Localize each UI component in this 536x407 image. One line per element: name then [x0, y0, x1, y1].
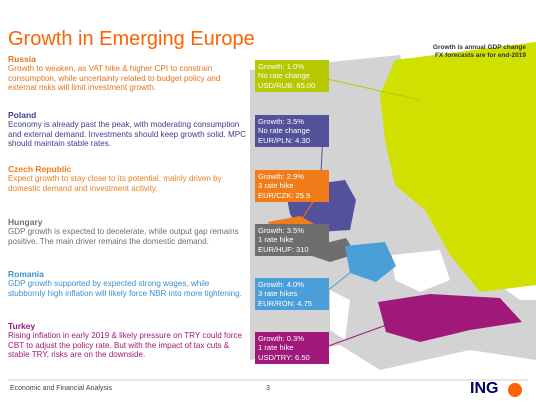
forecast-line: USD/RUB: 65.00: [258, 80, 316, 90]
logo: ING: [470, 380, 499, 397]
forecast-box: Growth: 0.3% 1 rate hike USD/TRY: 6.50: [255, 332, 329, 365]
forecast-line: EUR/PLN: 4.30: [258, 135, 310, 145]
country-text: Expect growth to stay close to its poten…: [8, 174, 222, 193]
forecast-line: EUR/CZK: 25.5: [258, 190, 311, 200]
forecast-line: Growth: 0.3%: [258, 334, 305, 343]
forecast-line: 3 rate hike: [258, 181, 294, 191]
forecast-box: Growth: 3.5% 1 rate hike EUR/HUF: 310: [255, 224, 329, 257]
forecast-line: No rate change: [258, 71, 310, 81]
forecast-line: Growth: 1.0%: [258, 62, 305, 71]
country-heading: Czech Republic: [8, 164, 72, 174]
country-heading: Hungary: [8, 217, 43, 227]
forecast-line: 1 rate hike: [258, 343, 294, 353]
forecast-line: EUR/RON: 4.75: [258, 298, 313, 308]
forecast-box: Growth: 2.9% 3 rate hike EUR/CZK: 25.5: [255, 170, 329, 203]
forecast-line: USD/TRY: 6.50: [258, 352, 310, 362]
country-heading: Romania: [8, 269, 44, 279]
forecast-line: No rate change: [258, 126, 310, 136]
note: FX forecasts are for end-2019: [434, 52, 526, 59]
note: Growth is annual GDP change: [432, 44, 526, 51]
forecast-line: Growth: 3.5%: [258, 117, 305, 126]
forecast-line: EUR/HUF: 310: [258, 244, 309, 254]
country-text: Economy is already past the peak, with m…: [8, 120, 246, 149]
forecast-box: Growth: 3.5% No rate change EUR/PLN: 4.30: [255, 115, 329, 148]
forecast-box: Growth: 4.0% 3 rate hikes EUR/RON: 4.75: [255, 278, 329, 311]
page-number: 3: [266, 385, 270, 392]
footer-section: Economic and Financial Analysis: [10, 385, 112, 392]
forecast-box: Growth: 1.0% No rate change USD/RUB: 65.00: [255, 60, 329, 93]
country-text: Rising inflation in early 2019 & likely …: [8, 331, 242, 360]
title: Growth in Emerging Europe: [8, 28, 255, 50]
country-heading: Russia: [8, 54, 36, 64]
country-heading: Turkey: [8, 321, 36, 331]
forecast-line: 3 rate hikes: [258, 289, 298, 299]
forecast-line: 1 rate hike: [258, 235, 294, 245]
forecast-line: Growth: 3.5%: [258, 226, 305, 235]
forecast-line: Growth: 2.9%: [258, 172, 305, 181]
country-text: Growth to weaken, as VAT hike & higher C…: [8, 64, 221, 93]
country-heading: Poland: [8, 110, 37, 120]
forecast-line: Growth: 4.0%: [258, 280, 305, 289]
country-text: GDP growth supported by expected strong …: [8, 279, 242, 298]
country-text: GDP growth is expected to decelerate, wh…: [8, 227, 239, 246]
